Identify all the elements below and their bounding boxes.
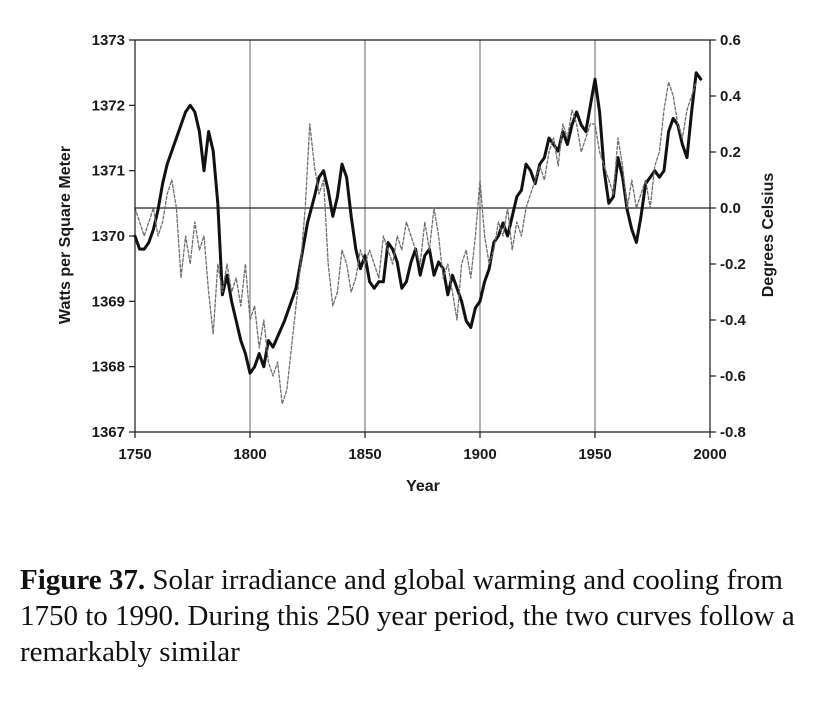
chart: 1750 1800 1850 1900 1950 2000 1367 1368 1369 1370… <box>57 32 777 495</box>
y2-tick-label: 0.6 <box>720 32 741 49</box>
y-axis-title: Watts per Square Meter <box>57 146 74 324</box>
x-tick-label: 2000 <box>693 446 726 463</box>
x-tick-label: 1950 <box>578 446 611 463</box>
solar-irradiance-series-line <box>133 71 703 375</box>
y-tick-label: 1368 <box>92 359 125 376</box>
y-tick-label: 1371 <box>92 163 125 180</box>
y2-tick-label: 0.4 <box>720 88 742 105</box>
temperature-series-line <box>134 81 697 405</box>
x-tick-label: 1800 <box>233 446 266 463</box>
x-tick-label: 1900 <box>463 446 496 463</box>
y2-tick-label: -0.2 <box>720 256 746 273</box>
x-tick-label: 1750 <box>118 446 151 463</box>
caption-text: Solar irradiance and global warming and … <box>20 564 795 668</box>
axes-layer <box>134 39 711 433</box>
y2-tick-label: -0.6 <box>720 368 746 385</box>
ticks-layer: 1750 1800 1850 1900 1950 2000 1367 1368 1369 1370… <box>92 32 747 463</box>
caption-label: Figure 37. <box>20 564 146 596</box>
x-axis-title: Year <box>406 478 440 495</box>
y2-tick-label: -0.4 <box>720 312 747 329</box>
y2-tick-label: 0.2 <box>720 144 741 161</box>
y-tick-label: 1372 <box>92 97 125 114</box>
grid-layer <box>135 40 710 432</box>
figure-caption: Figure 37. Solar irradiance and global w… <box>20 562 810 670</box>
y-tick-label: 1369 <box>92 293 125 310</box>
y-tick-label: 1367 <box>92 424 125 441</box>
y-tick-label: 1373 <box>92 32 125 49</box>
y2-axis-title: Degrees Celsius <box>760 173 777 298</box>
x-tick-label: 1850 <box>348 446 381 463</box>
y-tick-label: 1370 <box>92 228 125 245</box>
series-layer <box>133 71 703 405</box>
y2-tick-label: -0.8 <box>720 424 746 441</box>
y2-tick-label: 0.0 <box>720 200 741 217</box>
